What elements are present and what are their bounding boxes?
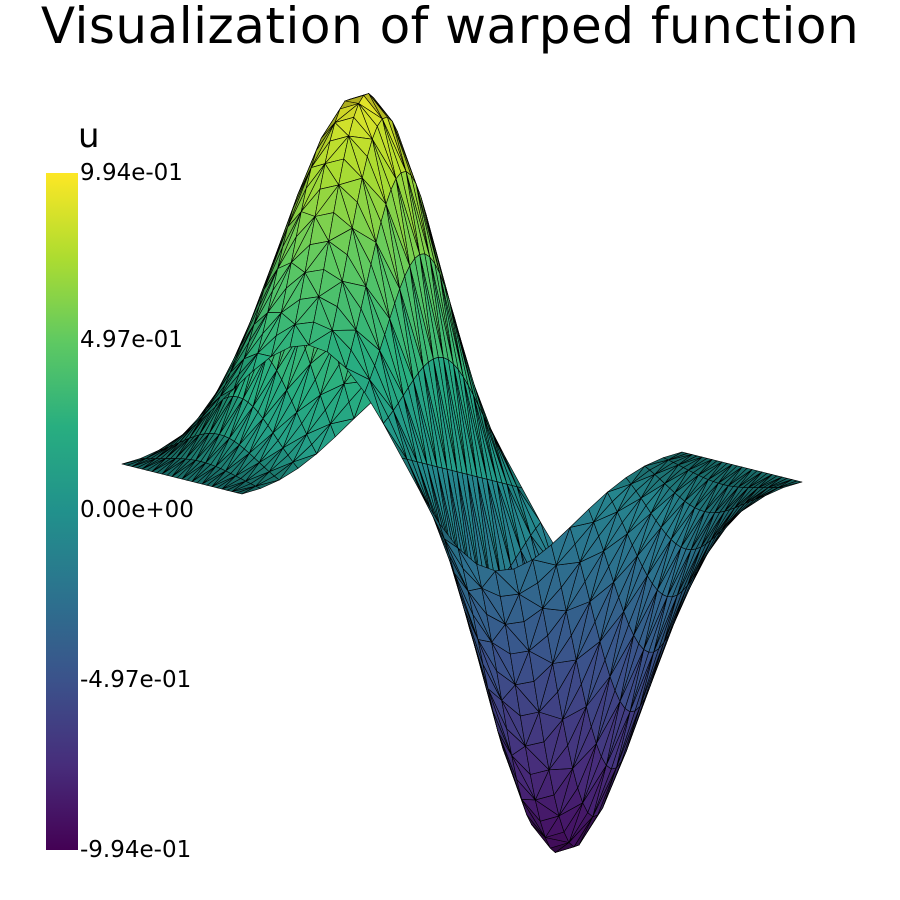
colorbar-field-name: u [78, 116, 100, 156]
mesh-triangle [140, 449, 160, 459]
mesh-triangle [401, 457, 422, 493]
mesh-triangle [588, 491, 608, 523]
mesh-triangle [513, 559, 534, 595]
colorbar-tick-label-max: 9.94e-01 [80, 160, 183, 186]
mesh-triangle [662, 451, 683, 461]
mesh-triangle [550, 527, 571, 566]
plot-title: Visualization of warped function [40, 0, 860, 55]
colorbar-tick-label-upper: 4.97e-01 [80, 327, 183, 353]
mesh-triangle [177, 423, 197, 439]
warped-surface-mesh [121, 93, 803, 853]
mesh-triangle [476, 563, 496, 589]
colorbar [46, 173, 78, 850]
colorbar-tick-label-lower: -4.97e-01 [80, 667, 192, 693]
colorbar-tick-label-min: -9.94e-01 [80, 837, 192, 863]
mesh-triangle [215, 388, 235, 408]
mesh-triangle [625, 465, 646, 485]
colorbar-tick-label-zero: 0.00e+00 [80, 497, 194, 523]
mesh-triangle [326, 330, 347, 369]
mesh-triangle [252, 352, 272, 372]
mesh-triangle [289, 324, 310, 348]
mesh-triangle [364, 379, 384, 424]
mesh-triangle [438, 523, 459, 549]
